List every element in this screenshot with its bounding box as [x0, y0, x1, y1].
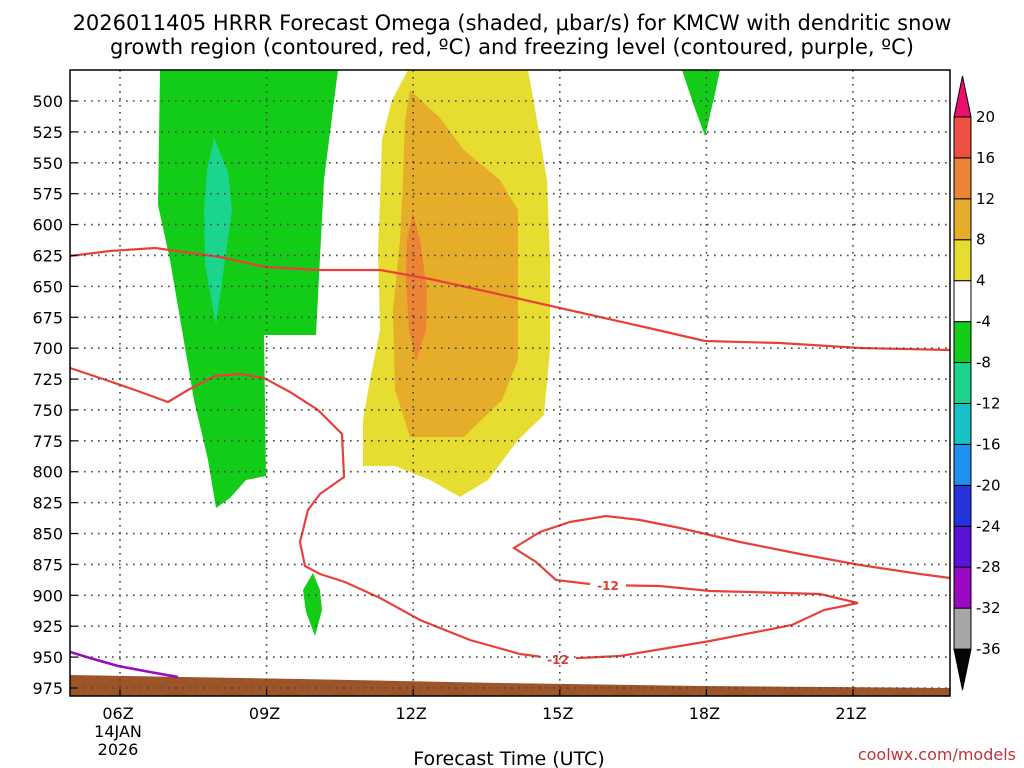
y-tick-label-950: 950 [32, 648, 63, 667]
omega-field-orange [406, 212, 427, 362]
y-tick-label-825: 825 [32, 494, 63, 513]
x-tick-label-21Z: 21Z [835, 704, 866, 723]
colorbar: -36 -32 -28 -24 -20 -16 -12 -8 -4 4 8 12 16 20 [953, 75, 1001, 691]
y-tick-label-550: 550 [32, 154, 63, 173]
colorbar-label-5: -16 [976, 435, 1001, 453]
x-tick-label-15Z: 15Z [542, 704, 573, 723]
credit-text: coolwx.com/models [858, 745, 1016, 764]
chart-title-line-2: growth region (contoured, red, ºC) and f… [110, 35, 914, 59]
colorbar-band-5 [953, 443, 972, 486]
colorbar-band-13 [953, 116, 972, 159]
colorbar-band-4 [953, 484, 972, 527]
colorbar-band-11 [953, 198, 972, 241]
colorbar-label-0: -36 [976, 640, 1001, 658]
y-tick-label-750: 750 [32, 401, 63, 420]
colorbar-band-8 [953, 321, 972, 364]
plot-frame [69, 69, 951, 697]
y-tick-label-500: 500 [32, 92, 63, 111]
colorbar-band-6 [953, 402, 972, 445]
colorbar-band-1 [953, 607, 972, 650]
colorbar-label-7: -8 [976, 354, 991, 372]
dgz-contour-label-upper: -12 [597, 579, 619, 593]
omega-field-green-left [158, 70, 338, 508]
omega-field-teal-core [204, 138, 232, 325]
colorbar-label-12: 16 [976, 149, 995, 167]
y-tick-label-775: 775 [32, 432, 63, 451]
colorbar-label-11: 12 [976, 190, 995, 208]
colorbar-band-7 [953, 362, 972, 404]
colorbar-label-3: -24 [976, 517, 1001, 535]
y-tick-label-575: 575 [32, 185, 63, 204]
y-axis: 500 525 550 575 600 625 650 675 700 725 750 775 800 8… [32, 92, 77, 698]
colorbar-band-9 [953, 280, 972, 323]
colorbar-label-13: 20 [976, 108, 995, 126]
y-tick-label-525: 525 [32, 123, 63, 142]
terrain-fill [70, 675, 950, 696]
colorbar-label-6: -12 [976, 394, 1001, 412]
colorbar-label-8: -4 [976, 313, 991, 331]
y-tick-label-850: 850 [32, 525, 63, 544]
y-tick-label-625: 625 [32, 246, 63, 265]
x-axis-title: Forecast Time (UTC) [413, 748, 604, 768]
dgz-contour-upper [70, 246, 950, 352]
colorbar-label-1: -32 [976, 599, 1001, 617]
y-tick-label-900: 900 [32, 586, 63, 605]
freezing-level-contour [70, 650, 179, 679]
x-tick-date: 14JAN [94, 722, 142, 741]
y-tick-label-800: 800 [32, 463, 63, 482]
omega-field-green-top-right [682, 70, 720, 136]
x-tick-label-09Z: 09Z [249, 704, 280, 723]
y-tick-label-725: 725 [32, 370, 63, 389]
y-tick-label-975: 975 [32, 679, 63, 698]
omega-fields [70, 70, 950, 696]
y-tick-label-875: 875 [32, 555, 63, 574]
colorbar-label-2: -28 [976, 558, 1001, 576]
chart-title-line-1: 2026011405 HRRR Forecast Omega (shaded, … [73, 11, 952, 35]
colorbar-band-3 [953, 525, 972, 568]
colorbar-label-4: -20 [976, 476, 1001, 494]
y-tick-label-650: 650 [32, 277, 63, 296]
y-tick-label-600: 600 [32, 216, 63, 235]
x-tick-year: 2026 [98, 740, 139, 759]
omega-field-green-small [303, 573, 322, 636]
y-tick-label-700: 700 [32, 339, 63, 358]
colorbar-band-14 [953, 75, 972, 118]
dgz-contour-label-lower: -12 [547, 653, 569, 667]
omega-field-light-orange [393, 90, 518, 437]
colorbar-band-12 [953, 157, 972, 200]
colorbar-label-10: 8 [976, 231, 986, 249]
x-tick-label-18Z: 18Z [689, 704, 720, 723]
x-tick-label-06Z: 06Z [102, 704, 133, 723]
y-tick-label-675: 675 [32, 308, 63, 327]
colorbar-label-9: 4 [976, 272, 986, 290]
y-tick-label-925: 925 [32, 617, 63, 636]
colorbar-band-2 [953, 566, 972, 609]
colorbar-band-0 [953, 648, 972, 691]
x-tick-label-12Z: 12Z [396, 704, 427, 723]
colorbar-band-10 [953, 239, 972, 282]
